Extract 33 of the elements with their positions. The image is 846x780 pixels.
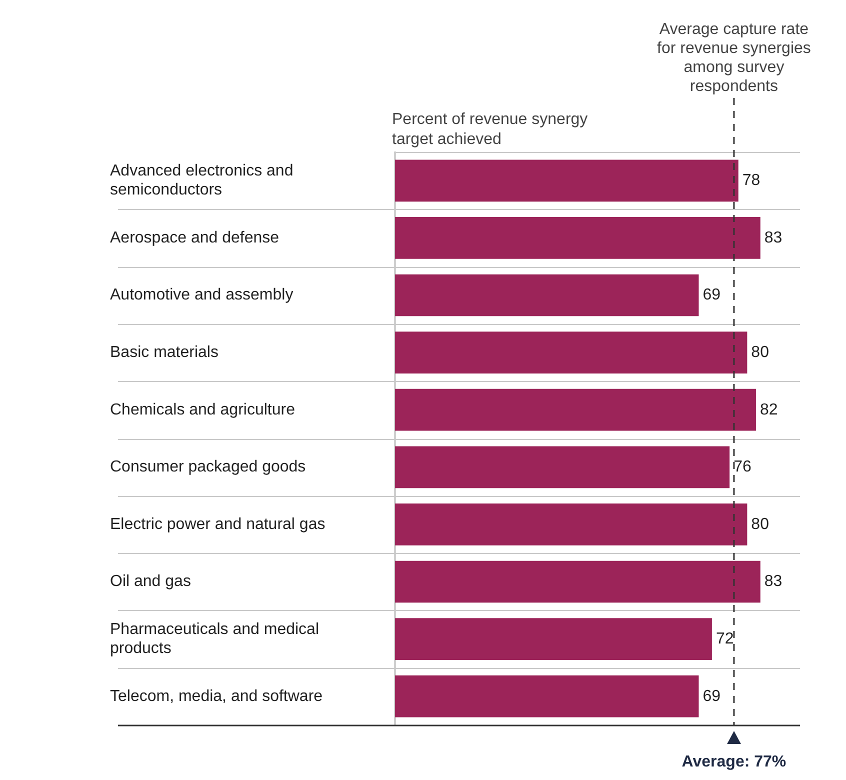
bar (395, 504, 748, 546)
text: Average capture rate for revenue synergies among survey respondents (657, 21, 811, 95)
data-label: 82 (760, 401, 778, 418)
data-label: 76 (734, 458, 752, 476)
x-axis-title: Percent of revenue synergy target achieved (392, 111, 588, 148)
y-tick-label: Electric power and natural gas (110, 516, 326, 533)
y-tick-label: Pharmaceuticals and medical products (110, 620, 319, 658)
y-tick-label: Chemicals and agriculture (110, 401, 296, 418)
y-tick-label: Oil and gas (110, 573, 191, 590)
ref-line-label: Average: 77% (682, 753, 786, 770)
bar (395, 274, 699, 316)
bar (395, 332, 748, 374)
bar (395, 217, 760, 259)
y-tick-label: Aerospace and defense (110, 229, 280, 246)
y-tick-label: Telecom, media, and software (110, 688, 323, 705)
y-tick-label: Automotive and assembly (110, 286, 294, 304)
bar (395, 618, 712, 660)
data-label: 80 (751, 516, 770, 533)
bar (395, 388, 756, 431)
data-label: 78 (742, 172, 760, 190)
data-label: 83 (764, 573, 782, 590)
data-label: 80 (751, 344, 770, 361)
data-label: 69 (702, 286, 721, 304)
bar (395, 560, 760, 603)
bar (395, 446, 730, 488)
data-label: 72 (716, 630, 734, 648)
bar (395, 160, 738, 202)
y-tick-label: Consumer packaged goods (110, 458, 306, 476)
y-tick-label: Basic materials (110, 344, 218, 361)
y-tick-label: Advanced electronics and semiconductors (110, 162, 294, 199)
data-label: 83 (764, 229, 782, 246)
bar (395, 675, 699, 718)
data-label: 69 (702, 688, 721, 705)
